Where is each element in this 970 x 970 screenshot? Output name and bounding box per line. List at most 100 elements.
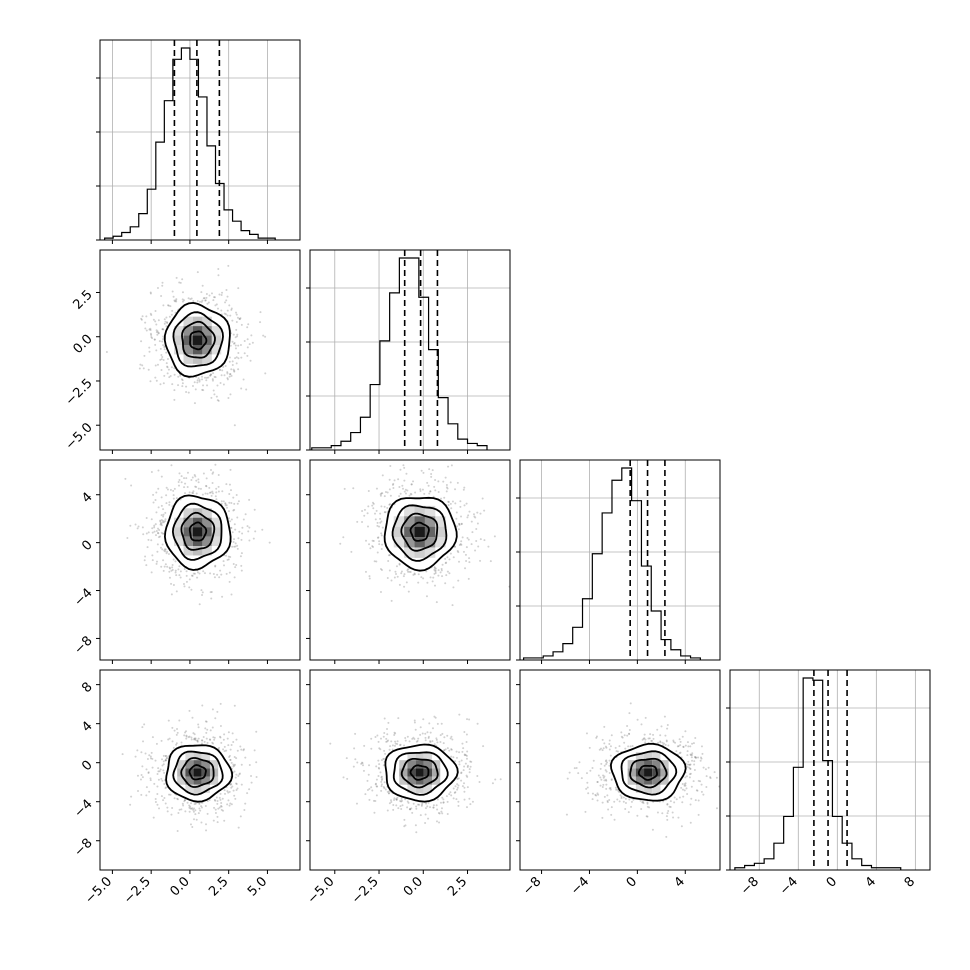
scatter-point: [368, 577, 371, 580]
scatter-point: [141, 765, 144, 768]
density-cell: [660, 776, 669, 785]
scatter-point: [169, 488, 172, 491]
contour-line-2: [180, 511, 216, 551]
scatter-point: [157, 319, 160, 322]
scatter-point: [196, 571, 199, 574]
scatter-point: [627, 811, 630, 814]
scatter-point: [154, 759, 157, 762]
scatter-point: [208, 294, 211, 297]
scatter-point: [395, 565, 398, 568]
scatter-point: [157, 536, 160, 539]
y-tick-label: −5.0: [63, 420, 96, 453]
scatter-point: [389, 503, 392, 506]
scatter-point: [648, 806, 651, 809]
scatter-point: [400, 572, 403, 575]
scatter-point: [227, 799, 230, 802]
scatter-point: [130, 795, 133, 798]
scatter-point: [411, 811, 414, 814]
scatter-point: [458, 751, 461, 754]
scatter-point: [371, 501, 374, 504]
scatter-point: [722, 786, 724, 788]
scatter-point: [380, 780, 383, 783]
density-cell: [209, 760, 219, 769]
scatter-point: [372, 799, 375, 802]
scatter-point: [148, 350, 151, 353]
scatter-point: [406, 806, 409, 809]
scatter-point: [180, 475, 183, 478]
scatter-point: [466, 718, 469, 721]
scatter-point: [195, 818, 198, 821]
scatter-point: [196, 739, 199, 742]
scatter-point: [199, 809, 202, 812]
scatter-point: [452, 556, 455, 559]
scatter-point: [609, 754, 612, 757]
scatter-point: [446, 812, 449, 815]
scatter-point: [383, 787, 386, 790]
scatter-point: [458, 522, 461, 525]
scatter-point: [620, 795, 623, 798]
scatter-point: [184, 731, 187, 734]
scatter-point: [393, 733, 396, 736]
scatter-point: [220, 293, 223, 296]
scatter-point: [456, 481, 459, 484]
scatter-point: [162, 769, 165, 772]
scatter-point: [388, 554, 391, 557]
scatter-point: [460, 771, 463, 774]
scatter-point: [382, 786, 385, 789]
scatter-point: [161, 758, 164, 761]
scatter-point: [193, 381, 196, 384]
scatter-point: [399, 743, 402, 746]
scatter-point: [210, 373, 213, 376]
scatter-point: [210, 396, 213, 399]
scatter-point: [454, 760, 457, 763]
scatter-point: [162, 754, 165, 757]
scatter-point: [683, 784, 686, 787]
scatter-point: [415, 740, 418, 743]
scatter-point: [149, 779, 152, 782]
scatter-point: [669, 806, 672, 809]
scatter-point: [428, 468, 431, 471]
scatter-point: [190, 736, 193, 739]
scatter-point: [255, 730, 258, 733]
scatter-point: [184, 482, 187, 485]
scatter-point: [403, 744, 406, 747]
scatter-point: [435, 820, 438, 823]
scatter-point: [619, 794, 622, 797]
scatter-point: [232, 789, 235, 792]
scatter-frame-3-2: [309, 459, 511, 661]
scatter-point: [457, 800, 460, 803]
scatter-point: [462, 747, 465, 750]
scatter-point: [206, 800, 209, 803]
scatter-point: [409, 570, 412, 573]
scatter-point: [176, 798, 179, 801]
scatter-point: [383, 717, 386, 720]
scatter-point: [604, 745, 607, 748]
scatter-point: [601, 785, 604, 788]
scatter-point: [596, 799, 599, 802]
scatter-point: [686, 765, 689, 768]
scatter-point: [188, 806, 191, 809]
scatter-point: [229, 758, 232, 761]
scatter-point: [190, 802, 193, 805]
scatter-point: [230, 743, 233, 746]
scatter-point: [433, 743, 436, 746]
scatter-point: [204, 299, 207, 302]
scatter-point: [610, 778, 613, 781]
scatter-point: [169, 375, 172, 378]
scatter-point: [165, 486, 168, 489]
scatter-point: [439, 571, 442, 574]
scatter-point: [458, 713, 461, 716]
scatter-point: [375, 487, 378, 490]
scatter-point: [604, 769, 607, 772]
scatter-point: [387, 721, 390, 724]
scatter-point: [149, 777, 152, 780]
scatter-point: [462, 488, 465, 491]
scatter-point: [617, 789, 620, 792]
scatter-point: [457, 777, 460, 780]
scatter-point: [457, 804, 460, 807]
scatter-point: [234, 528, 237, 531]
scatter-point: [390, 801, 393, 804]
scatter-point: [419, 814, 422, 817]
scatter-point: [239, 815, 242, 818]
scatter-point: [224, 504, 227, 507]
